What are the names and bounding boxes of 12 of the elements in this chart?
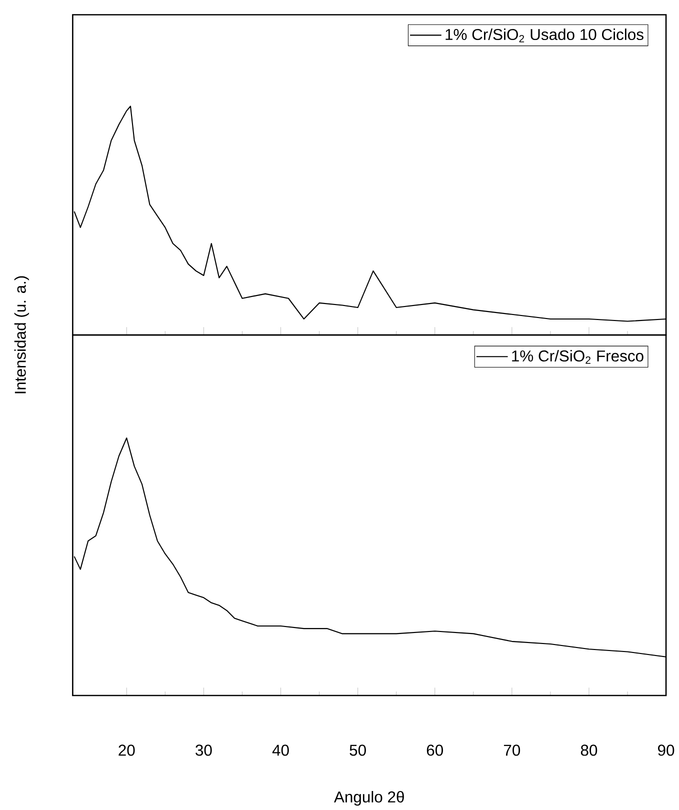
x-tick-label: 70 xyxy=(504,744,520,756)
x-tick-label: 90 xyxy=(658,744,674,756)
y-axis-title: Intensidad (u. a.) xyxy=(14,276,29,394)
legend-label: 1% Cr/SiO$_{2}$ Fresco xyxy=(512,350,644,364)
x-tick-label: 60 xyxy=(426,744,443,756)
x-tick-label: 40 xyxy=(272,744,289,756)
x-tick-label: 50 xyxy=(350,744,366,756)
x-tick-label: 30 xyxy=(195,744,212,756)
x-tick-label: 20 xyxy=(118,744,135,756)
x-axis-title: Angulo 2θ xyxy=(334,790,404,806)
legend-label: 1% Cr/SiO$_{2}$ Usado 10 Ciclos xyxy=(446,28,644,42)
x-tick-label: 80 xyxy=(580,744,598,756)
